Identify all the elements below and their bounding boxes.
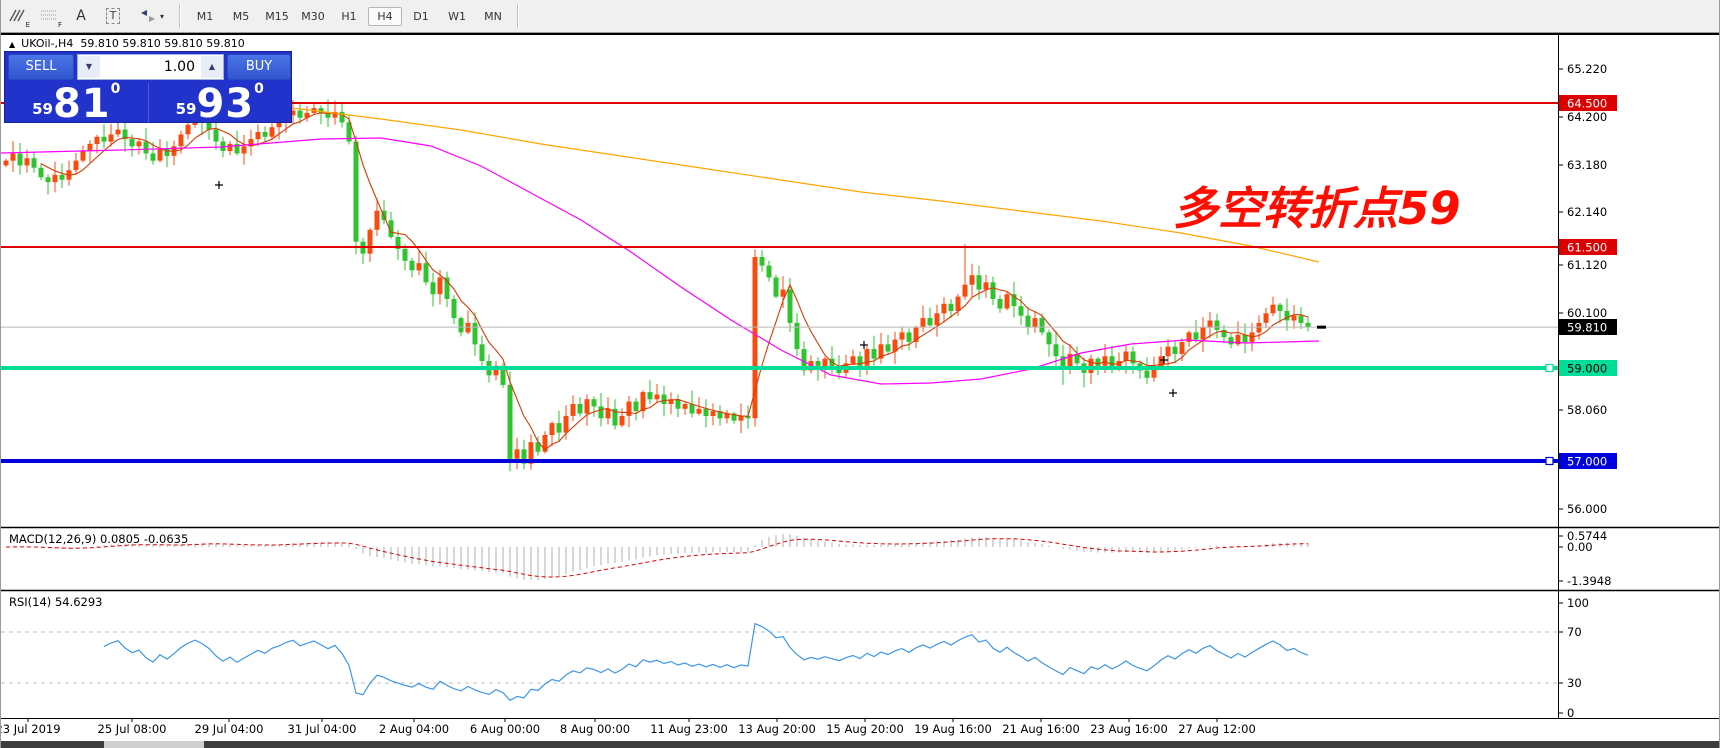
rsi-line <box>103 622 1309 702</box>
chart-annotation-text[interactable]: 多空转折点59 <box>1173 182 1461 235</box>
time-axis-label: 27 Aug 12:00 <box>1178 722 1256 736</box>
timeframe-button-m5[interactable]: M5 <box>232 9 250 23</box>
price-badge <box>1559 360 1617 376</box>
time-axis-label: 11 Aug 23:00 <box>650 722 728 736</box>
moving-averages-layer <box>1 102 1320 451</box>
toolbar-separator <box>517 4 519 28</box>
time-axis-label: 25 Jul 08:00 <box>98 722 167 736</box>
price-badge-label: 57.000 <box>1567 455 1607 469</box>
rsi-tick-label: 100 <box>1567 596 1589 610</box>
time-axis-label: 19 Aug 16:00 <box>914 722 992 736</box>
dropdown-caret-icon: ▾ <box>159 11 164 21</box>
macd-signal-line <box>5 538 1308 578</box>
one-click-trading-panel: SELL ▼ 1.00 ▲ BUY 59 81 0 59 93 0 <box>4 51 292 127</box>
macd-label: MACD(12,26,9) 0.0805 -0.0635 <box>9 532 188 546</box>
rsi-tick-label: 30 <box>1567 676 1582 690</box>
trade-marker-icon <box>1160 356 1168 364</box>
text-box-icon[interactable]: T <box>100 4 126 28</box>
price-badge <box>1559 453 1617 469</box>
price-badge-label: 59.000 <box>1567 362 1607 376</box>
price-tick-label: 62.140 <box>1567 205 1607 219</box>
price-tick-label: 58.060 <box>1567 403 1607 417</box>
rsi-tick-label: 0 <box>1567 706 1574 720</box>
cycle-lines-icon[interactable]: ▾ <box>132 4 170 28</box>
timeframe-button-m1[interactable]: M1 <box>196 9 214 23</box>
timeframe-button-h4[interactable]: H4 <box>368 6 402 26</box>
bottom-scrollbar[interactable] <box>1 741 1719 748</box>
sell-button[interactable]: SELL <box>8 54 74 80</box>
time-axis-label: 31 Jul 04:00 <box>288 722 357 736</box>
price-badge <box>1559 319 1617 335</box>
rsi-tick-label: 70 <box>1567 625 1582 639</box>
timeframe-button-h1[interactable]: H1 <box>341 9 357 23</box>
scrollbar-thumb[interactable] <box>104 741 204 748</box>
time-axis-label: 23 Aug 16:00 <box>1090 722 1168 736</box>
time-axis-label: 23 Jul 2019 <box>1 722 61 736</box>
toolbar: E F A T ▾ M1 M5 M15 M30 H1 H4 D1 W1 MN <box>1 0 1719 33</box>
rsi-label: RSI(14) 54.6293 <box>9 595 103 609</box>
price-badge-label: 59.810 <box>1567 321 1607 335</box>
trade-marker-icon <box>1169 389 1177 397</box>
last-price-tick <box>1317 325 1326 329</box>
trade-marker-icon <box>215 181 223 189</box>
ohlc-quotes: 59.810 59.810 59.810 59.810 <box>80 37 245 50</box>
symbol-timeframe: UKOil-,H4 <box>21 37 74 50</box>
axes-layer: 65.220 64.200 63.180 62.140 61.120 60.100 58.0… <box>1 34 1719 736</box>
macd-tick-label: 0.00 <box>1567 540 1593 554</box>
time-axis-label: 21 Aug 16:00 <box>1002 722 1080 736</box>
price-badge-label: 64.500 <box>1567 97 1607 111</box>
macd-tick-label: -1.3948 <box>1567 574 1611 588</box>
timeframe-buttons: M1 M5 M15 M30 H1 H4 D1 W1 MN <box>187 6 511 26</box>
ma-fast-line <box>40 112 1309 451</box>
time-axis-label: 15 Aug 20:00 <box>826 722 904 736</box>
ma-slow-line <box>225 102 1320 263</box>
price-tick-label: 60.100 <box>1567 306 1607 320</box>
buy-button[interactable]: BUY <box>227 54 291 80</box>
trade-marker-icon <box>860 341 868 349</box>
price-badge-label: 61.500 <box>1567 241 1607 255</box>
draw-lines-icon[interactable]: E <box>4 4 30 29</box>
line-handle <box>1545 363 1554 373</box>
price-tick-label: 64.200 <box>1567 110 1607 124</box>
chart-window: ▲ UKOil-,H4 59.810 59.810 59.810 59.810 S… <box>1 33 1720 748</box>
volume-input[interactable]: 1.00 <box>163 59 195 75</box>
buy-price[interactable]: 59 93 0 <box>147 81 292 124</box>
indicators-layer <box>1 533 1558 702</box>
price-badge <box>1559 239 1617 255</box>
time-axis-label: 2 Aug 04:00 <box>379 722 449 736</box>
toolbar-separator <box>179 4 181 28</box>
volume-increase-button[interactable]: ▲ <box>201 56 223 78</box>
fibonacci-grid-icon[interactable]: F <box>41 10 62 29</box>
timeframe-button-d1[interactable]: D1 <box>413 9 429 23</box>
price-tick-label: 61.120 <box>1567 258 1607 272</box>
line-handle <box>1545 456 1554 466</box>
text-label-icon[interactable]: A <box>76 8 86 24</box>
horizontal-lines-layer <box>1 102 1558 466</box>
macd-tick-label: 0.5744 <box>1567 529 1607 543</box>
time-axis-label: 29 Jul 04:00 <box>195 722 264 736</box>
price-tick-label: 63.180 <box>1567 158 1607 172</box>
volume-spinner: ▼ 1.00 ▲ <box>77 54 224 80</box>
sell-price[interactable]: 59 81 0 <box>32 81 121 127</box>
timeframe-button-m30[interactable]: M30 <box>301 9 325 23</box>
price-badge <box>1559 95 1617 111</box>
time-axis-label: 13 Aug 20:00 <box>738 722 816 736</box>
candles-layer <box>3 99 1311 472</box>
timeframe-button-w1[interactable]: W1 <box>448 9 466 23</box>
timeframe-button-m15[interactable]: M15 <box>265 9 289 23</box>
collapse-arrow-icon[interactable]: ▲ <box>9 40 16 49</box>
price-tick-label: 65.220 <box>1567 62 1607 76</box>
timeframe-button-mn[interactable]: MN <box>484 9 502 23</box>
ma-mid-line <box>1 137 1320 385</box>
price-tick-label: 56.000 <box>1567 502 1607 516</box>
time-axis-label: 6 Aug 00:00 <box>470 722 540 736</box>
chart-plot-area[interactable]: 65.220 64.200 63.180 62.140 61.120 60.100 58.0… <box>1 34 1720 748</box>
volume-decrease-button[interactable]: ▼ <box>78 56 100 78</box>
chart-title: ▲ UKOil-,H4 59.810 59.810 59.810 59.810 <box>9 37 245 50</box>
time-axis-label: 8 Aug 00:00 <box>560 722 630 736</box>
